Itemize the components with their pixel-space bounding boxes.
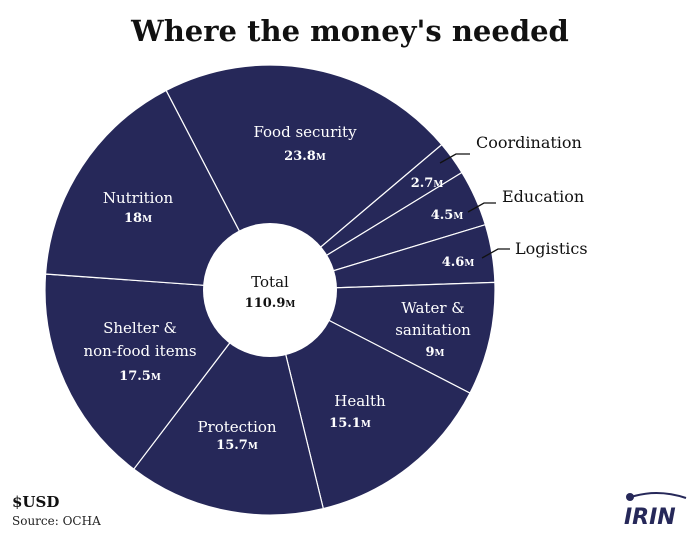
slice-label-health: Health xyxy=(334,392,386,410)
slice-label-coordination: Coordination xyxy=(476,133,582,152)
leader-line-logistics xyxy=(481,248,510,259)
slice-value-health: 15.1M xyxy=(329,416,371,431)
donut-center xyxy=(203,223,337,357)
slice-labels: Food security 23.8M 2.7M Coordination 4.5M Ed… xyxy=(83,123,587,453)
leader-line-education xyxy=(467,202,496,213)
slice-value-shelter-and-non-food-items: 17.5M xyxy=(119,369,161,384)
slice-value-logistics: 4.6M xyxy=(442,255,475,270)
slice-label-nutrition: Nutrition xyxy=(103,189,174,207)
logo-text: IRIN xyxy=(624,505,676,530)
total-label: Total xyxy=(251,273,289,291)
unit-note: $USD xyxy=(12,493,60,511)
slice-value-education: 4.5M xyxy=(431,208,464,223)
slice-label-water-and-sanitation: Water & sanitation xyxy=(395,299,471,339)
slice-nutrition xyxy=(44,89,272,291)
slice-label-education: Education xyxy=(502,187,584,206)
slice-label-food-security: Food security xyxy=(253,123,357,141)
slice-value-coordination: 2.7M xyxy=(411,176,444,191)
slice-label-protection: Protection xyxy=(197,418,276,436)
chart-title: Where the money's needed xyxy=(131,14,569,48)
slice-food-security xyxy=(165,64,443,291)
slice-value-water-and-sanitation: 9M xyxy=(425,345,444,360)
slice-value-food-security: 23.8M xyxy=(284,149,326,164)
slice-label-logistics: Logistics xyxy=(515,239,588,258)
total-value: 110.9M xyxy=(245,296,296,311)
source-note: Source: OCHA xyxy=(12,514,101,528)
slice-value-protection: 15.7M xyxy=(216,438,258,453)
slice-label-shelter-and-non-food-items: Shelter & non-food items xyxy=(83,319,196,360)
irin-logo: IRIN xyxy=(624,492,687,530)
slice-value-nutrition: 18M xyxy=(124,211,152,226)
leader-line-coordination xyxy=(439,153,470,164)
slice-health xyxy=(269,288,471,510)
